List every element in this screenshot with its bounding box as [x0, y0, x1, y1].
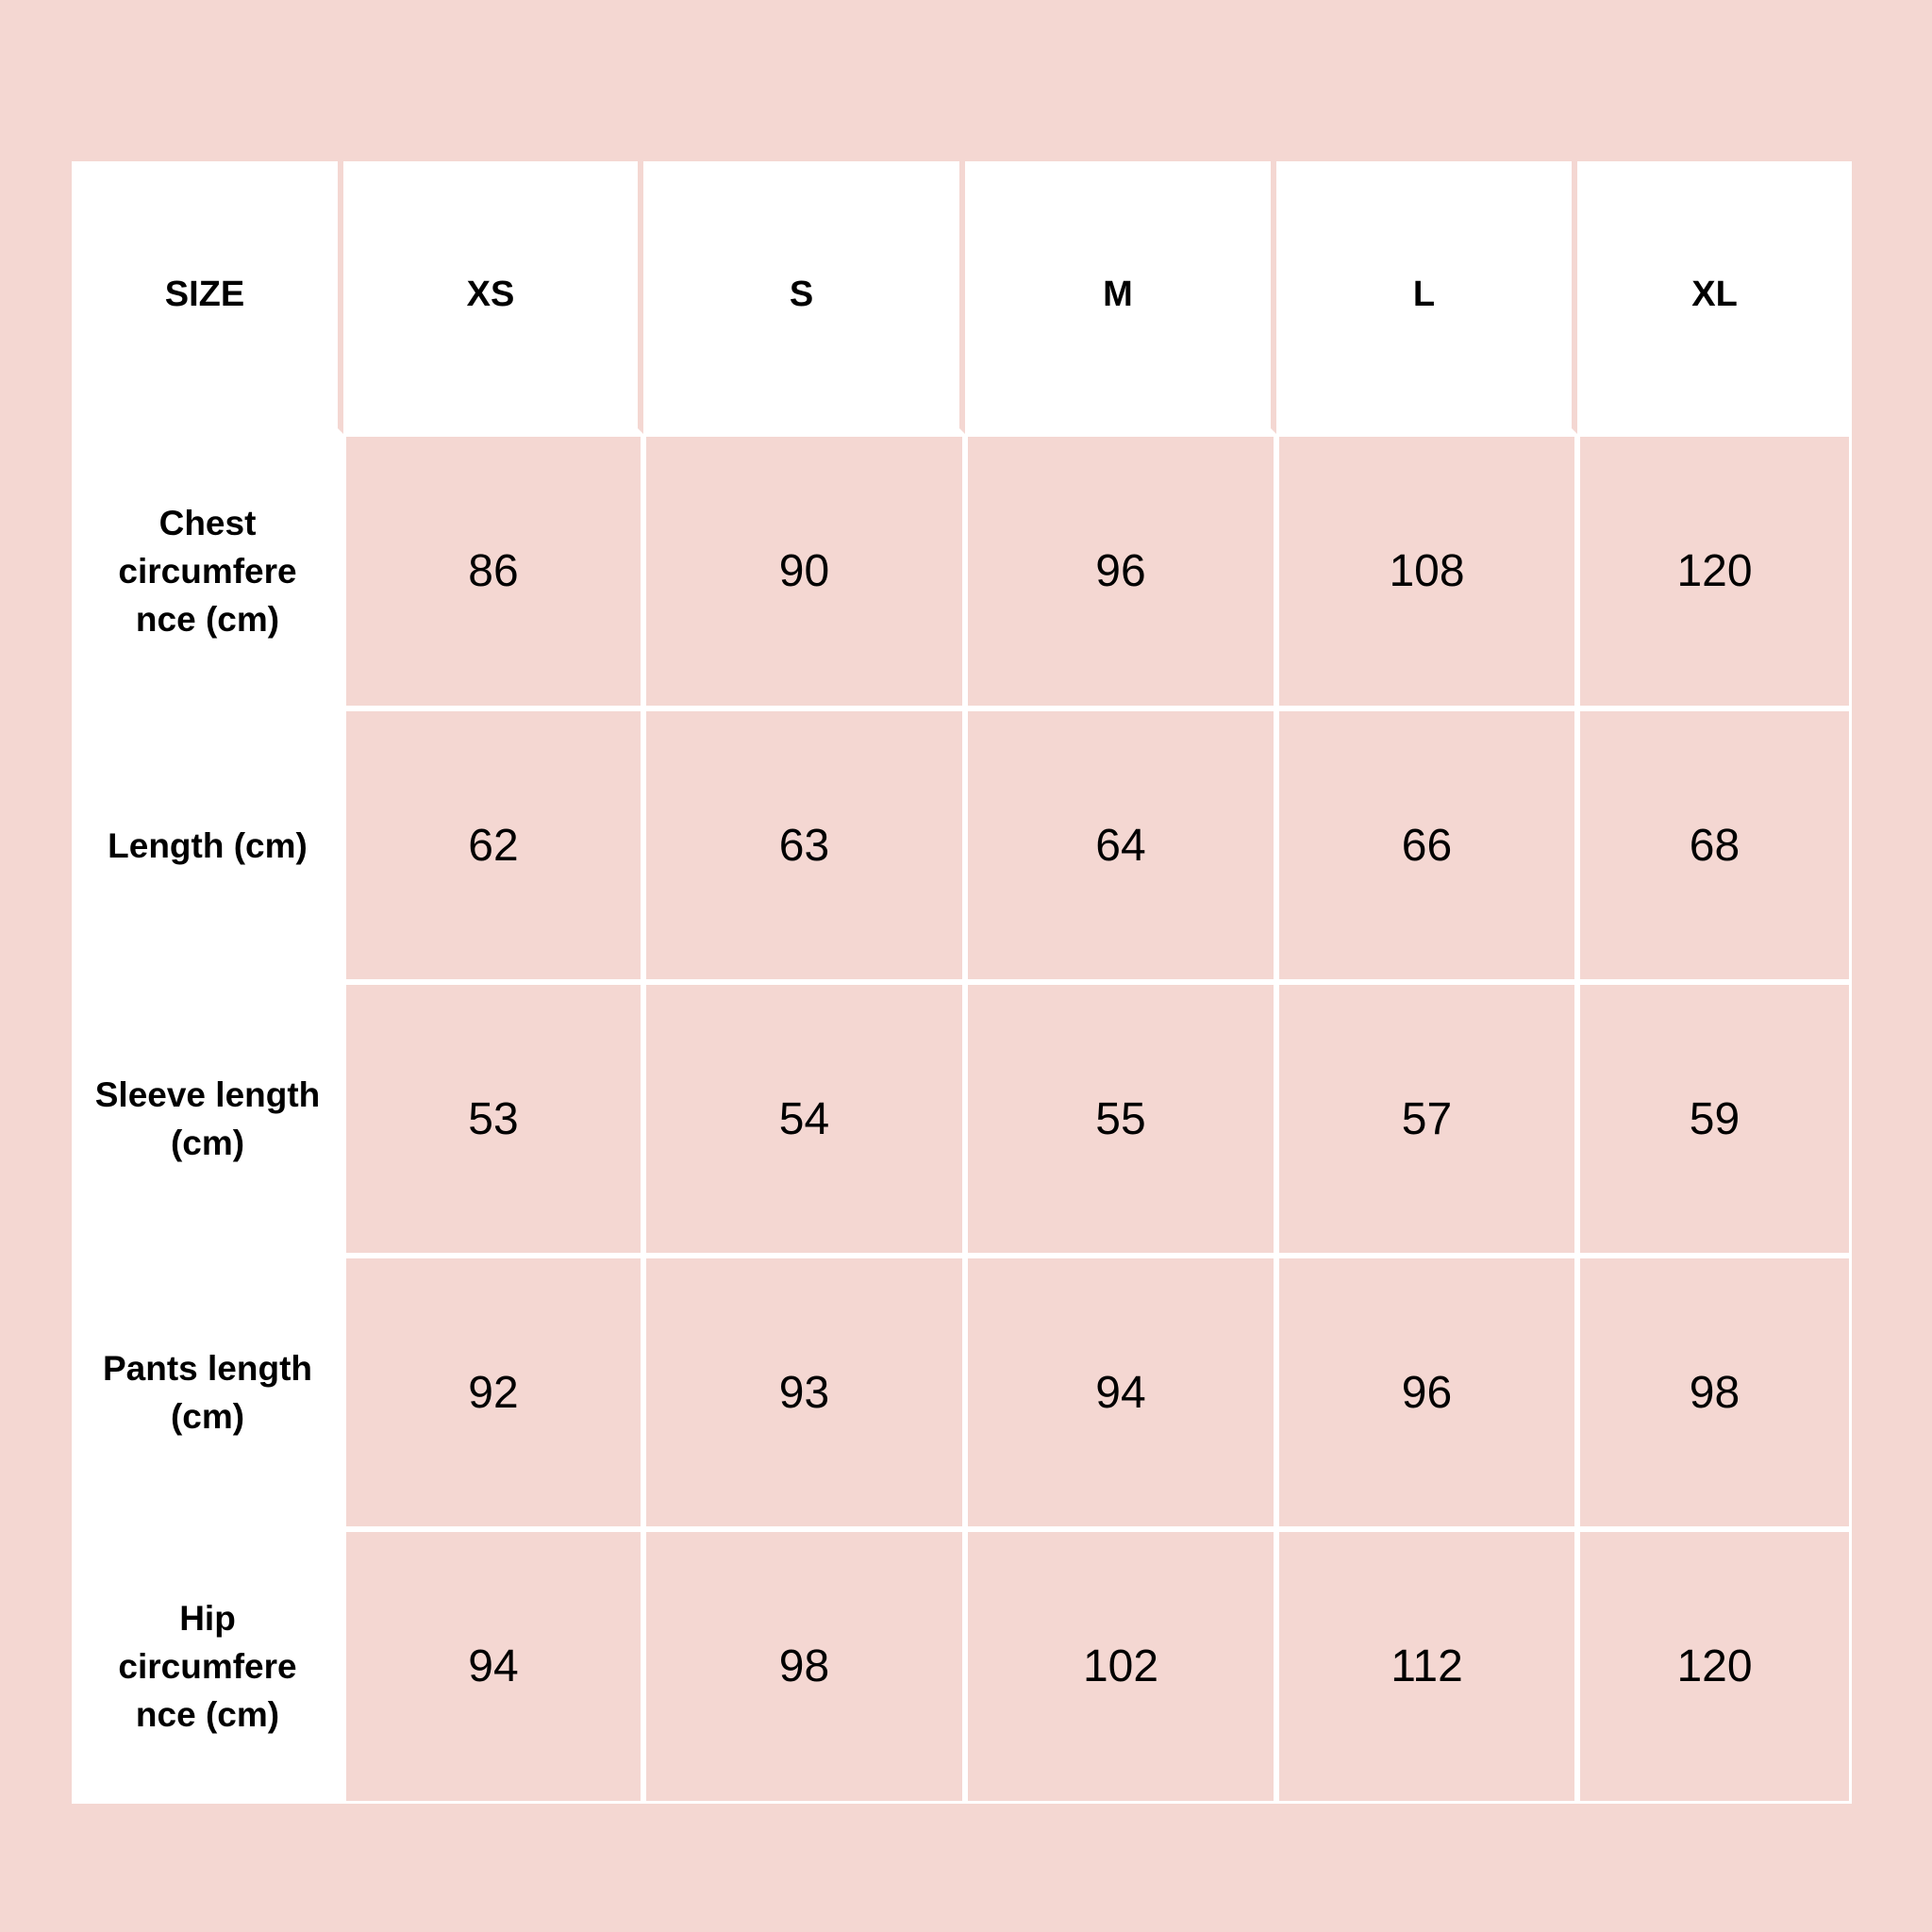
- measurement-cell: 102: [965, 1529, 1276, 1804]
- measurement-cell: 96: [1276, 1256, 1577, 1529]
- measurement-cell: 94: [965, 1256, 1276, 1529]
- size-column-header: S: [643, 161, 965, 434]
- measurement-cell: 120: [1577, 1529, 1852, 1804]
- measurement-cell: 64: [965, 708, 1276, 982]
- measurement-cell: 62: [343, 708, 643, 982]
- measurement-cell: 90: [643, 434, 965, 708]
- row-label-text: Sleeve length (cm): [94, 1075, 321, 1162]
- size-chart-table: SIZE XS S M L XL Chest circumfere nce (cm) 86 90…: [72, 161, 1852, 1804]
- measurement-cell: 68: [1577, 708, 1852, 982]
- row-label: Pants length (cm): [72, 1256, 343, 1529]
- row-label-text: Hip circumfere nce (cm): [118, 1599, 297, 1734]
- row-label: Sleeve length (cm): [72, 982, 343, 1256]
- row-label: Length (cm): [72, 708, 343, 982]
- size-column-header: XL: [1577, 161, 1852, 434]
- measurement-cell: 98: [1577, 1256, 1852, 1529]
- measurement-cell: 108: [1276, 434, 1577, 708]
- measurement-cell: 53: [343, 982, 643, 1256]
- row-label: Hip circumfere nce (cm): [72, 1529, 343, 1804]
- row-label-text: Length (cm): [108, 825, 308, 865]
- row-label: Chest circumfere nce (cm): [72, 434, 343, 708]
- size-column-header: M: [965, 161, 1276, 434]
- row-label-text: Pants length (cm): [102, 1349, 313, 1436]
- size-column-header: L: [1276, 161, 1577, 434]
- measurement-cell: 93: [643, 1256, 965, 1529]
- measurement-cell: 112: [1276, 1529, 1577, 1804]
- measurement-cell: 63: [643, 708, 965, 982]
- measurement-cell: 66: [1276, 708, 1577, 982]
- measurement-cell: 120: [1577, 434, 1852, 708]
- row-label-text: Chest circumfere nce (cm): [118, 504, 297, 639]
- measurement-cell: 59: [1577, 982, 1852, 1256]
- measurement-cell: 86: [343, 434, 643, 708]
- measurement-cell: 54: [643, 982, 965, 1256]
- measurement-cell: 92: [343, 1256, 643, 1529]
- size-header: SIZE: [72, 161, 343, 434]
- measurement-cell: 94: [343, 1529, 643, 1804]
- measurement-cell: 55: [965, 982, 1276, 1256]
- measurement-cell: 57: [1276, 982, 1577, 1256]
- size-column-header: XS: [343, 161, 643, 434]
- measurement-cell: 96: [965, 434, 1276, 708]
- measurement-cell: 98: [643, 1529, 965, 1804]
